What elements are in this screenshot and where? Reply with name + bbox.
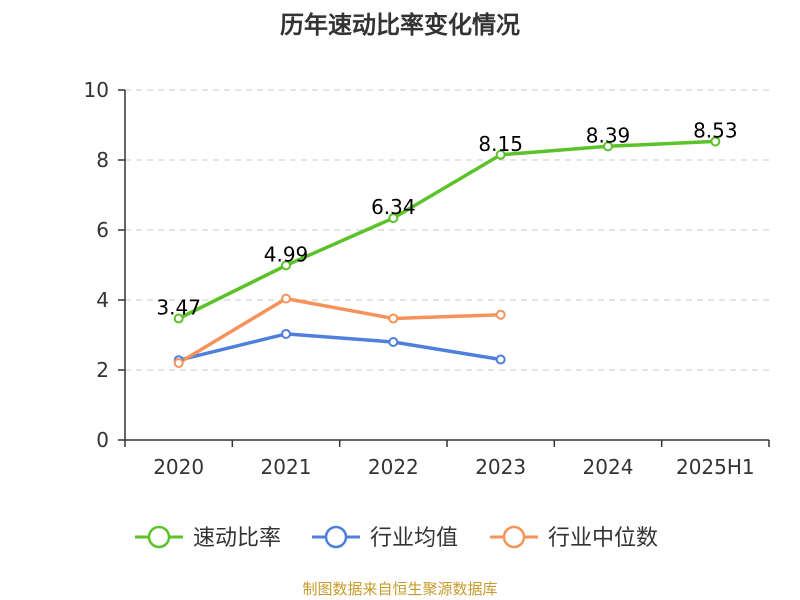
- series-lines: [177, 139, 716, 365]
- x-tick-label: 2023: [475, 455, 526, 479]
- data-labels: 3.47 4.99 6.34 8.15 8.39 8.53: [156, 118, 737, 319]
- series-line: [177, 139, 716, 321]
- legend-marker: [147, 525, 171, 549]
- data-label: 8.15: [478, 132, 523, 156]
- y-tick-label: 4: [96, 288, 109, 312]
- data-point: [495, 149, 506, 160]
- y-tick-label: 10: [84, 78, 109, 102]
- legend-label: 行业均值: [370, 526, 458, 551]
- y-tick-label: 8: [96, 148, 109, 172]
- data-point: [173, 358, 184, 368]
- series-points: [173, 136, 721, 368]
- data-point: [388, 313, 399, 324]
- y-tick-label: 2: [96, 358, 109, 382]
- y-tick-label: 0: [96, 428, 109, 452]
- data-point: [281, 260, 291, 271]
- data-point: [388, 337, 399, 347]
- legend-item[interactable]: 行业均值: [312, 525, 458, 551]
- data-label: 3.47: [156, 296, 201, 320]
- series-line: [178, 332, 501, 362]
- data-point: [603, 141, 613, 152]
- y-tick-label: 6: [96, 218, 109, 242]
- data-point: [281, 328, 291, 339]
- legend-marker: [324, 525, 348, 549]
- data-point: [495, 354, 506, 365]
- data-label: 8.39: [586, 123, 631, 147]
- x-tick-label: 2022: [368, 455, 419, 479]
- legend-marker: [502, 525, 526, 549]
- data-label: 6.34: [371, 195, 416, 219]
- source-note: 制图数据来自恒生聚源数据库: [302, 580, 497, 598]
- data-label: 4.99: [264, 242, 309, 266]
- series-line: [177, 296, 501, 365]
- x-tick-label: 2021: [261, 455, 312, 479]
- axes: 0 2 4 6 8 10 2020 2021 2022 2023 2024 2025H1: [84, 78, 770, 479]
- legend[interactable]: 速动比率 行业均值 行业中位数: [135, 525, 658, 551]
- x-tick-label: 2020: [153, 455, 204, 479]
- legend-item[interactable]: 速动比率: [135, 525, 281, 551]
- x-tick-label: 2025H1: [676, 455, 755, 479]
- grid-lines: [125, 89, 769, 371]
- legend-label: 速动比率: [193, 526, 281, 551]
- data-point: [281, 293, 291, 304]
- data-point: [388, 213, 399, 224]
- legend-item[interactable]: 行业中位数: [490, 525, 658, 551]
- legend-label: 行业中位数: [548, 526, 658, 551]
- data-point: [495, 309, 506, 320]
- data-point: [173, 313, 184, 324]
- data-label: 8.53: [693, 118, 738, 142]
- chart-title: 历年速动比率变化情况: [280, 11, 520, 39]
- x-tick-label: 2024: [583, 455, 634, 479]
- data-point: [710, 136, 721, 147]
